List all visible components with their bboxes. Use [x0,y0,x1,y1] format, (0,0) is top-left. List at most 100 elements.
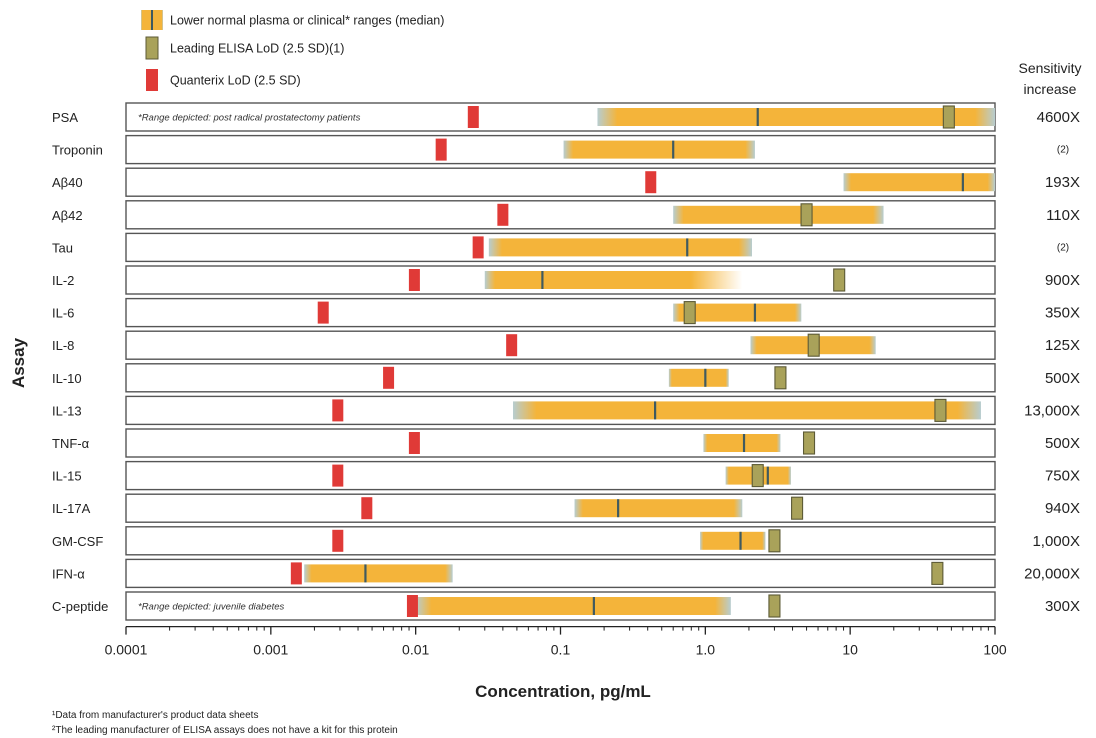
row-frame [125,526,996,556]
row-frame [125,493,996,523]
footnote-1: ¹Data from manufacturer's product data s… [52,710,258,721]
quanterix-lod-marker [361,497,373,520]
x-axis-title: Concentration, pg/mL [475,682,651,701]
x-tick-label: 0.0001 [105,642,148,658]
legend-item-quanterix: Quanterix LoD (2.5 SD) [146,69,301,91]
x-tick-label: 10 [842,642,858,658]
sensitivity-value: 20,000X [1024,565,1080,582]
sensitivity-value: 125X [1045,337,1080,354]
sensitivity-value: (2) [1057,145,1069,156]
assay-label: PSA [52,110,78,125]
quanterix-lod-marker [467,106,479,128]
elisa-lod-marker [774,366,787,390]
assay-row-3: Aβ42 110X [52,200,1080,230]
assay-row-5: IL-2 900X [52,265,1080,295]
x-tick-label: 0.1 [551,642,571,658]
range-bar [843,173,995,192]
assay-row-14: IFN-α 20,000X [52,558,1080,589]
legend-label-quanterix: Quanterix LoD (2.5 SD) [170,74,301,88]
row-frame [125,460,996,491]
sensitivity-header-line2: increase [1024,81,1077,97]
sensitivity-value: 940X [1045,500,1080,517]
sensitivity-value: 110X [1046,207,1080,224]
range-bar [484,271,743,289]
footnote-2: ²The leading manufacturer of ELISA assay… [52,725,398,736]
x-tick-label: 100 [983,642,1007,658]
elisa-lod-marker [931,561,944,585]
quanterix-lod-marker [290,562,302,585]
range-bar [415,597,731,615]
quanterix-lod-marker [408,432,420,454]
assay-row-11: IL-15 750X [52,460,1080,491]
assay-row-9: IL-13 13,000X [52,395,1080,426]
assay-row-1: Troponin (2) [52,134,1069,165]
assay-label: TNF-α [52,436,90,451]
legend-label-range: Lower normal plasma or clinical* ranges … [170,14,444,28]
legend-item-elisa: Leading ELISA LoD (2.5 SD)(1) [145,36,344,60]
range-note: *Range depicted: post radical prostatect… [138,113,361,124]
range-bar [304,564,453,583]
sensitivity-value: 13,000X [1024,402,1080,419]
row-frame [125,363,996,393]
elisa-lod-marker [768,529,781,553]
quanterix-lod-marker [408,269,420,291]
assay-label: IL-2 [52,273,74,288]
quanterix-lod-marker [497,203,509,226]
assay-label: IL-17A [52,501,91,516]
assay-label: Aβ42 [52,208,83,223]
range-bar [597,108,995,126]
range-bar [574,499,743,518]
quanterix-lod-marker [332,529,344,552]
quanterix-lod-marker [506,334,518,357]
assay-label: Aβ40 [52,175,83,190]
x-tick-label: 0.001 [253,642,288,658]
assay-row-2: Aβ40 193X [52,167,1080,197]
quanterix-lod-marker [645,171,657,194]
assay-label: IL-8 [52,338,74,353]
quanterix-lod-marker [472,236,484,259]
elisa-lod-marker [807,333,820,357]
assay-row-7: IL-8 125X [52,330,1080,360]
assay-row-0: PSA *Range depicted: post radical prostat… [52,102,1080,132]
sensitivity-value: 750X [1045,468,1080,485]
sensitivity-value: (2) [1057,242,1069,253]
assay-label: Troponin [52,143,103,158]
legend-item-range: Lower normal plasma or clinical* ranges … [141,10,444,30]
range-bar [513,401,981,420]
sensitivity-value: 193X [1045,174,1080,191]
elisa-lod-marker [683,301,696,325]
range-bar [673,303,802,322]
assay-row-10: TNF-α 500X [52,428,1080,458]
range-bar [563,140,755,159]
legend-swatch-quanterix [146,69,158,91]
legend-swatch-elisa [145,36,159,60]
range-bar [703,434,781,452]
quanterix-lod-marker [435,138,447,161]
elisa-lod-marker [942,105,955,129]
row-frame [125,297,996,328]
row-frame [125,134,996,165]
quanterix-lod-marker [406,595,418,617]
assay-row-13: GM-CSF 1,000X [52,526,1080,556]
quanterix-lod-marker [332,464,344,487]
assay-label: IL-13 [52,403,82,418]
elisa-lod-marker [751,464,764,488]
range-bar [668,368,729,387]
row-frame [125,558,996,589]
sensitivity-value: 500X [1045,370,1080,387]
sensitivity-value: 900X [1045,272,1080,289]
range-bar [700,531,766,550]
row-frame [125,428,996,458]
assay-label: IFN-α [52,566,85,581]
elisa-lod-marker [800,203,813,227]
range-bar [673,205,884,224]
x-tick-label: 0.01 [402,642,429,658]
assay-row-8: IL-10 500X [52,363,1080,393]
x-tick-label: 1.0 [696,642,716,658]
elisa-lod-marker [934,398,947,422]
assay-row-12: IL-17A 940X [52,493,1080,523]
assay-label: Tau [52,240,73,255]
assay-label: GM-CSF [52,534,103,549]
